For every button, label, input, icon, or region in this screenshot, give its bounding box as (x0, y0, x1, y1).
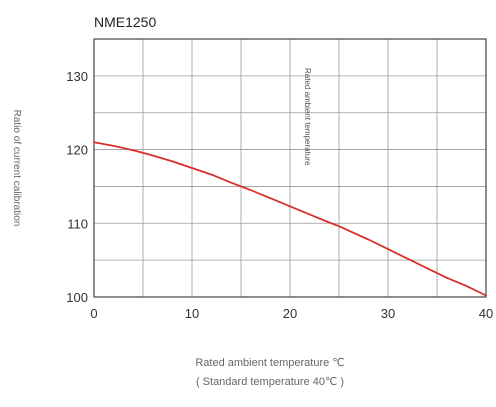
data-point (367, 238, 370, 241)
x-tick-label: 30 (381, 306, 395, 321)
annotation-label: Rated ambient temperature (303, 68, 312, 166)
data-point (465, 285, 468, 287)
x-tick-label: 10 (185, 306, 199, 321)
tick-labels: 0 10 20 30 40 100 110 120 130 (66, 69, 493, 321)
data-point (485, 294, 487, 297)
data-point (269, 197, 272, 200)
series-layer (93, 141, 487, 297)
x-tick-label: 40 (479, 306, 493, 321)
data-point (132, 149, 135, 152)
data-point (328, 221, 331, 224)
data-point (426, 267, 429, 270)
data-point (230, 181, 233, 184)
data-point (347, 229, 350, 232)
y-tick-label: 110 (67, 216, 88, 231)
data-point (308, 213, 311, 216)
data-point (249, 189, 252, 192)
y-tick-label: 120 (66, 143, 88, 158)
y-axis-label: Ratio of current calibration (11, 110, 22, 227)
x-axis-sublabel: ( Standard temperature 40℃ ) (196, 376, 344, 388)
data-point (210, 173, 213, 176)
y-tick-label: 130 (66, 69, 88, 84)
series-line (93, 141, 487, 297)
data-point (445, 276, 448, 279)
plot-frame (93, 38, 487, 298)
chart-title: NME1250 (94, 14, 156, 30)
data-point (191, 167, 193, 169)
grid (94, 39, 486, 297)
x-axis-label: Rated ambient temperature ℃ (195, 357, 344, 369)
y-tick-label: 100 (66, 290, 88, 305)
data-point (93, 141, 95, 144)
data-point (406, 257, 409, 260)
data-point (387, 248, 389, 250)
data-point (112, 144, 115, 147)
data-point (151, 154, 154, 157)
data-point (289, 205, 291, 208)
data-point (171, 160, 174, 163)
x-tick-label: 0 (90, 306, 97, 321)
x-tick-label: 20 (283, 306, 297, 321)
data-point (338, 225, 340, 228)
